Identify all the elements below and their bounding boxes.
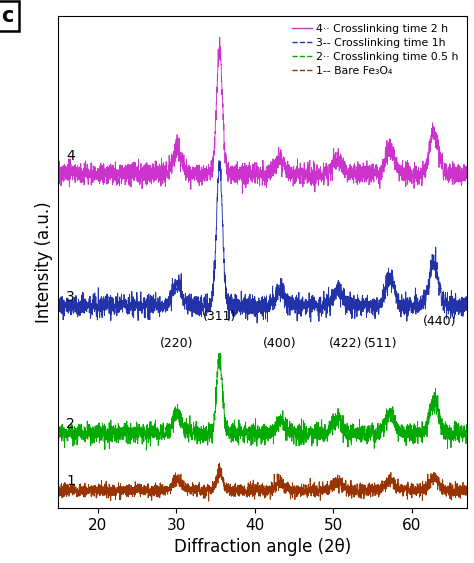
Text: (220): (220)	[160, 337, 194, 350]
Text: (511): (511)	[364, 337, 397, 350]
Y-axis label: Intensity (a.u.): Intensity (a.u.)	[35, 201, 53, 323]
Text: (422): (422)	[328, 337, 362, 350]
Text: c: c	[1, 6, 14, 26]
Text: 4: 4	[66, 149, 75, 163]
Text: 2: 2	[66, 417, 75, 431]
Text: (400): (400)	[263, 337, 297, 350]
Text: (440): (440)	[423, 315, 456, 328]
Text: (311): (311)	[203, 310, 236, 323]
Text: 1: 1	[66, 475, 75, 489]
X-axis label: Diffraction angle (2θ): Diffraction angle (2θ)	[174, 538, 351, 556]
Text: 3: 3	[66, 290, 75, 304]
Legend: 4·· Crosslinking time 2 h, 3-- Crosslinking time 1h, 2·· Crosslinking time 0.5 h: 4·· Crosslinking time 2 h, 3-- Crosslink…	[289, 21, 462, 79]
